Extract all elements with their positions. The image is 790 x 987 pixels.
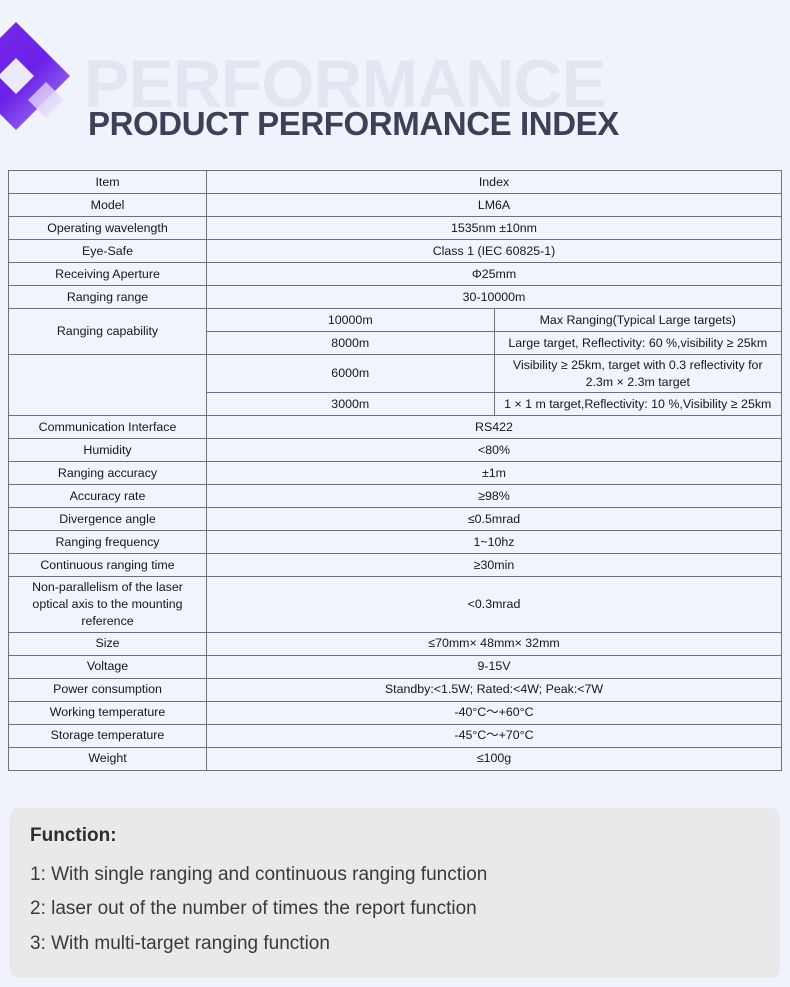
row-label: Storage temperature	[8, 723, 207, 748]
function-line: 2: laser out of the number of times the …	[30, 898, 477, 920]
table-row: Divergence angle ≤0.5mrad	[8, 507, 782, 532]
sub-row-distance: 3000m	[206, 392, 495, 417]
row-value: <80%	[206, 438, 782, 463]
row-value: RS422	[206, 415, 782, 440]
table-row: Model LM6A	[8, 193, 782, 217]
row-label: Power consumption	[8, 677, 207, 702]
sub-row-distance: 8000m	[206, 331, 495, 355]
table-row: Communication Interface RS422	[8, 415, 782, 440]
row-value: 1~10hz	[206, 530, 782, 555]
table-row: Working temperature -40°C～+60°C	[8, 700, 782, 725]
table-row: Weight ≤100g	[8, 746, 782, 771]
table-header-row: Item Index	[8, 170, 782, 194]
table-header-item: Item	[8, 170, 207, 194]
row-label: Size	[8, 631, 207, 656]
table-row: Size ≤70mm× 48mm× 32mm	[8, 631, 782, 656]
row-label: Continuous ranging time	[8, 553, 207, 578]
table-row-ranging-capability: Ranging capability 10000m Max Ranging(Ty…	[8, 308, 782, 355]
sub-row-condition: Visibility ≥ 25km, target with 0.3 refle…	[493, 353, 782, 394]
sub-row-condition: Max Ranging(Typical Large targets)	[493, 308, 782, 332]
table-header-index: Index	[206, 170, 782, 194]
sub-row-distance: 10000m	[206, 308, 495, 332]
sub-row-distance: 6000m	[206, 353, 495, 394]
purple-diamond-logo-icon	[0, 22, 70, 130]
row-value: 9-15V	[206, 654, 782, 679]
sub-row-condition: Large target, Reflectivity: 60 %,visibil…	[493, 331, 782, 355]
watermark-text: PERFORMANCE	[84, 46, 607, 122]
table-row-ranging-capability: 8000m Large target, Reflectivity: 60 %,v…	[9, 331, 782, 355]
table-row-nonparallelism: Non-parallelism of the laser optical axi…	[8, 576, 782, 633]
table-row: Operating wavelength 1535nm ±10nm	[8, 216, 782, 240]
row-value: Class 1 (IEC 60825-1)	[206, 239, 782, 263]
row-label: Divergence angle	[8, 507, 207, 532]
row-value: ±1m	[206, 461, 782, 486]
product-performance-table: Item Index Model LM6A Operating waveleng…	[8, 170, 782, 771]
row-label: Accuracy rate	[8, 484, 207, 509]
row-label: Humidity	[8, 438, 207, 463]
row-label: Weight	[8, 746, 207, 771]
page-header: PERFORMANCE PRODUCT PERFORMANCE INDEX	[0, 0, 790, 168]
row-label: Voltage	[8, 654, 207, 679]
table-row: Accuracy rate ≥98%	[8, 484, 782, 509]
table-row: Voltage 9-15V	[8, 654, 782, 679]
function-panel: Function: 1: With single ranging and con…	[10, 808, 780, 978]
table-row: Humidity <80%	[8, 438, 782, 463]
row-value: Standby:<1.5W; Rated:<4W; Peak:<7W	[206, 677, 782, 702]
table-row: Ranging frequency 1~10hz	[8, 530, 782, 555]
table-row-ranging-capability-cont: 3000m 1 × 1 m target,Reflectivity: 10 %,…	[9, 392, 782, 417]
row-value: -45°C～+70°C	[206, 723, 782, 748]
function-heading: Function:	[30, 825, 117, 846]
table-row: Storage temperature -45°C～+70°C	[8, 723, 782, 748]
table-row: Continuous ranging time ≥30min	[8, 553, 782, 578]
row-value: ≥30min	[206, 553, 782, 578]
row-value: ≤100g	[206, 746, 782, 771]
row-value: 1535nm ±10nm	[206, 216, 782, 240]
row-value: ≥98%	[206, 484, 782, 509]
row-label: Receiving Aperture	[8, 262, 207, 286]
row-label: Operating wavelength	[8, 216, 207, 240]
row-value: ≤70mm× 48mm× 32mm	[206, 631, 782, 656]
row-value-nonparallelism: <0.3mrad	[206, 576, 782, 633]
table-row: Power consumption Standby:<1.5W; Rated:<…	[8, 677, 782, 702]
row-value: -40°C～+60°C	[206, 700, 782, 725]
table-body: Item Index Model LM6A Operating waveleng…	[8, 170, 782, 771]
row-label: Ranging accuracy	[8, 461, 207, 486]
row-label: Ranging range	[8, 285, 207, 309]
row-label: Ranging frequency	[8, 530, 207, 555]
row-label-ranging-capability: Ranging capability	[8, 308, 207, 355]
table-row: Receiving Aperture Φ25mm	[8, 262, 782, 286]
row-value: ≤0.5mrad	[206, 507, 782, 532]
row-label: Working temperature	[8, 700, 207, 725]
row-value: LM6A	[206, 193, 782, 217]
function-line: 3: With multi-target ranging function	[30, 932, 330, 954]
row-value: Φ25mm	[206, 262, 782, 286]
table-row: Eye-Safe Class 1 (IEC 60825-1)	[8, 239, 782, 263]
page-title: PRODUCT PERFORMANCE INDEX	[88, 105, 619, 142]
row-value: 30-10000m	[206, 285, 782, 309]
row-label-ranging-capability-continued	[8, 353, 207, 417]
spec-table-container: Item Index Model LM6A Operating waveleng…	[8, 170, 782, 771]
row-label: Eye-Safe	[8, 239, 207, 263]
row-label-nonparallelism: Non-parallelism of the laser optical axi…	[8, 576, 207, 633]
row-label: Communication Interface	[8, 415, 207, 440]
table-row: Ranging range 30-10000m	[8, 285, 782, 309]
row-label: Model	[8, 193, 207, 217]
sub-row-condition: 1 × 1 m target,Reflectivity: 10 %,Visibi…	[493, 392, 782, 417]
table-row-ranging-capability-cont: 6000m Visibility ≥ 25km, target with 0.3…	[8, 353, 782, 417]
function-line: 1: With single ranging and continuous ra…	[30, 863, 488, 885]
table-row: Ranging accuracy ±1m	[8, 461, 782, 486]
